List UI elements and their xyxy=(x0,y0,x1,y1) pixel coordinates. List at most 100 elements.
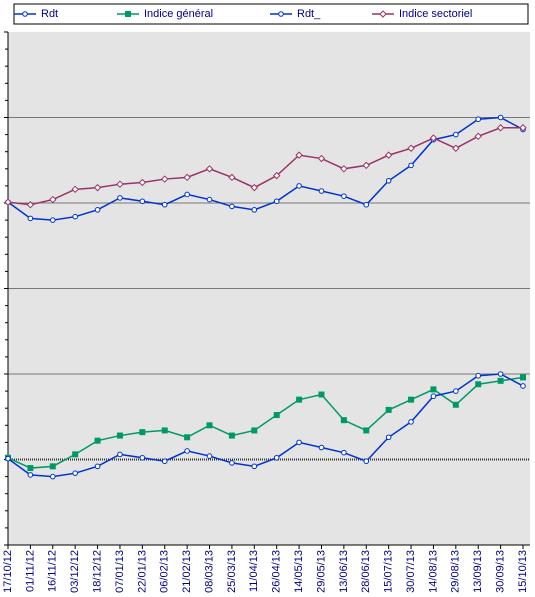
point xyxy=(430,386,437,393)
x-tick-label: 11/04/13 xyxy=(248,550,260,592)
point xyxy=(363,201,370,208)
point xyxy=(474,132,482,141)
x-tick-label: 06/02/13 xyxy=(159,550,171,593)
legend-item: Indice général xyxy=(117,8,213,20)
x-tick-label: 15/10/13 xyxy=(517,550,529,593)
point xyxy=(296,439,302,446)
point xyxy=(453,131,459,138)
point xyxy=(273,198,280,205)
point xyxy=(475,116,482,123)
point xyxy=(184,191,190,198)
x-tick-label: 29/08/13 xyxy=(450,550,462,593)
x-tick-label: 03/12/12 xyxy=(69,550,81,593)
x-tick-label: 21/02/13 xyxy=(181,550,193,593)
legend-item: Indice sectoriel xyxy=(372,8,472,20)
point xyxy=(250,183,259,192)
point xyxy=(206,453,213,459)
point xyxy=(72,451,79,458)
point xyxy=(49,217,56,223)
point xyxy=(229,203,235,210)
point xyxy=(205,165,214,173)
legend-label: Indice général xyxy=(144,8,213,20)
point xyxy=(407,144,415,152)
point xyxy=(497,371,504,377)
point xyxy=(318,444,325,451)
point xyxy=(340,165,348,173)
point xyxy=(429,134,438,142)
legend-item: Rdt xyxy=(14,8,58,20)
legend-label: Rdt xyxy=(41,8,58,20)
point xyxy=(22,11,28,17)
point xyxy=(184,434,191,441)
point xyxy=(362,161,370,170)
point xyxy=(295,151,303,159)
point xyxy=(475,381,482,388)
point xyxy=(496,124,505,132)
x-tick-label: 13/09/13 xyxy=(472,550,484,593)
point xyxy=(385,434,392,441)
point xyxy=(520,374,526,381)
point xyxy=(452,144,460,152)
x-tick-label: 17/10/12 xyxy=(2,550,14,593)
x-tick-label: 16/11/12 xyxy=(47,550,59,592)
point xyxy=(228,432,235,439)
point xyxy=(117,451,123,458)
x-tick-label: 22/01/13 xyxy=(136,550,148,593)
point xyxy=(161,201,168,208)
point xyxy=(139,429,146,436)
point xyxy=(272,171,281,180)
point xyxy=(94,437,101,444)
point xyxy=(117,195,123,201)
point xyxy=(161,175,169,183)
point xyxy=(71,185,79,194)
point xyxy=(183,173,191,182)
x-tick-label: 28/06/13 xyxy=(360,550,372,593)
point xyxy=(296,183,302,189)
point xyxy=(4,198,12,206)
point xyxy=(49,463,56,470)
point xyxy=(452,401,459,408)
point xyxy=(116,180,124,188)
point xyxy=(116,432,123,439)
point xyxy=(206,422,213,429)
point xyxy=(519,124,527,132)
point xyxy=(318,188,325,194)
x-tick-label: 18/12/12 xyxy=(91,550,103,593)
point xyxy=(72,213,78,220)
point xyxy=(125,11,131,17)
point xyxy=(317,154,326,163)
point xyxy=(26,201,35,209)
point xyxy=(497,114,504,121)
x-tick-label: 14/08/13 xyxy=(427,550,439,593)
point xyxy=(5,455,11,462)
point xyxy=(27,215,34,222)
point xyxy=(94,207,101,213)
point xyxy=(228,173,236,182)
x-tick-label: 14/05/13 xyxy=(293,550,305,593)
point xyxy=(408,162,414,169)
point xyxy=(251,427,258,434)
point xyxy=(27,465,34,472)
series-line xyxy=(7,376,524,469)
point xyxy=(363,427,370,434)
point xyxy=(408,396,415,403)
point xyxy=(379,10,387,18)
legend-item: Rdt_ xyxy=(270,8,321,20)
point xyxy=(273,412,280,419)
point xyxy=(340,417,347,424)
x-tick-label: 26/04/13 xyxy=(271,550,283,593)
x-tick-label: 15/07/13 xyxy=(383,550,395,593)
point xyxy=(430,393,437,400)
x-tick-label: 01/11/12 xyxy=(24,550,36,592)
series-line xyxy=(7,373,524,478)
x-tick-label: 08/03/13 xyxy=(203,550,215,593)
point xyxy=(384,151,393,159)
x-tick-label: 25/03/13 xyxy=(226,550,238,593)
series-line xyxy=(7,127,523,206)
point xyxy=(94,463,101,470)
point xyxy=(520,383,526,389)
legend-label: Rdt_ xyxy=(297,8,321,20)
x-tick-label: 29/05/13 xyxy=(315,550,327,593)
point xyxy=(318,391,325,398)
